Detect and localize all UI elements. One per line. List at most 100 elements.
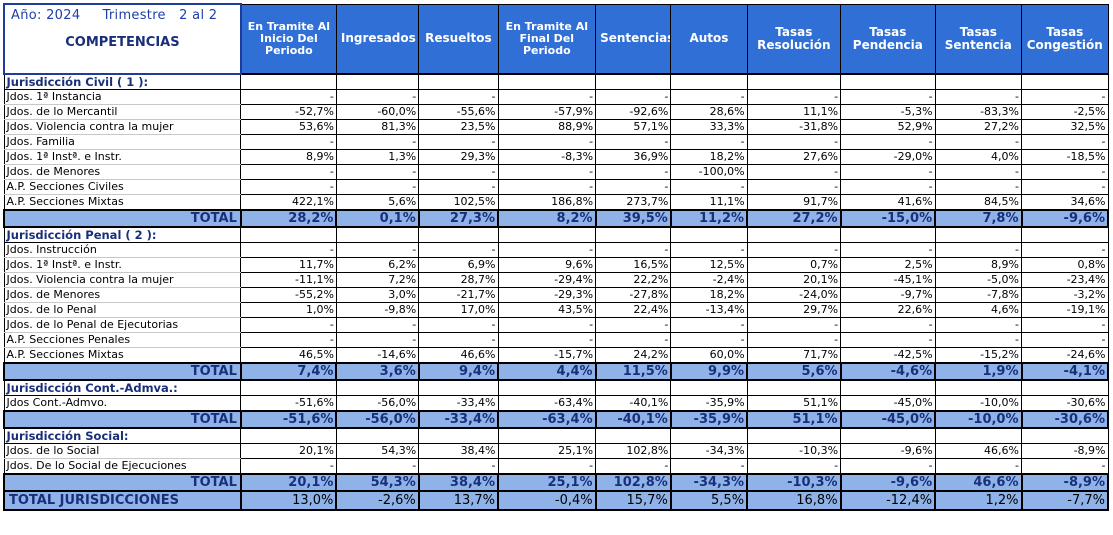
empty-cell bbox=[335, 427, 420, 444]
total-value-cell: -9,6% bbox=[839, 473, 937, 492]
grand-total-value-cell: 13,7% bbox=[417, 490, 500, 511]
value-cell: 32,5% bbox=[1021, 119, 1109, 135]
total-value-cell: -34,3% bbox=[669, 473, 749, 492]
value-cell: - bbox=[497, 89, 597, 105]
value-cell: 27,6% bbox=[746, 149, 842, 165]
table-row: Jdos. Violencia contra la mujer -11,1% 7,2… bbox=[3, 272, 1109, 288]
value-cell: -24,0% bbox=[746, 287, 842, 303]
value-cell: 91,7% bbox=[746, 194, 842, 211]
value-cell: - bbox=[595, 317, 672, 333]
value-cell: - bbox=[418, 164, 499, 180]
total-value-cell: -33,4% bbox=[417, 410, 500, 429]
value-cell: - bbox=[335, 332, 420, 348]
value-cell: -2,4% bbox=[670, 272, 748, 288]
total-value-cell: 102,8% bbox=[594, 473, 672, 492]
value-cell: - bbox=[335, 179, 420, 195]
value-cell: 11,1% bbox=[746, 104, 842, 120]
grand-total-value-cell: -12,4% bbox=[839, 490, 937, 511]
value-cell: - bbox=[240, 134, 337, 150]
row-label: Jdos. de lo Mercantil bbox=[3, 104, 242, 120]
column-header-tasas-resolucion: Tasas Resolución bbox=[746, 3, 842, 75]
value-cell: -19,1% bbox=[1021, 302, 1109, 318]
value-cell: - bbox=[595, 164, 672, 180]
value-cell: -29,3% bbox=[497, 287, 597, 303]
value-cell: -21,7% bbox=[418, 287, 499, 303]
empty-cell bbox=[840, 427, 936, 444]
value-cell: -51,6% bbox=[240, 395, 337, 412]
value-cell: - bbox=[840, 134, 936, 150]
value-cell: - bbox=[840, 242, 936, 258]
value-cell: - bbox=[1021, 134, 1109, 150]
value-cell: 1,0% bbox=[240, 302, 337, 318]
value-cell: 29,7% bbox=[746, 302, 842, 318]
row-label: Jdos. de lo Social bbox=[3, 443, 242, 459]
grand-total-value-cell: 16,8% bbox=[746, 490, 842, 511]
value-cell: 43,5% bbox=[497, 302, 597, 318]
value-cell: - bbox=[934, 458, 1023, 475]
total-value-cell: 54,3% bbox=[335, 473, 420, 492]
value-cell: - bbox=[746, 458, 842, 475]
value-cell: - bbox=[670, 332, 748, 348]
value-cell: - bbox=[1021, 242, 1109, 258]
value-cell: -42,5% bbox=[840, 347, 936, 364]
empty-cell bbox=[670, 427, 748, 444]
period-header-cell: Año: 2024 Trimestre 2 al 2 COMPETENCIAS bbox=[3, 3, 242, 75]
value-cell: 422,1% bbox=[240, 194, 337, 211]
value-cell: - bbox=[840, 164, 936, 180]
section-header-row: Jurisdicción Social: bbox=[3, 427, 1109, 444]
value-cell: -34,3% bbox=[670, 443, 748, 459]
empty-cell bbox=[1021, 73, 1109, 90]
trimestre-label: Trimestre bbox=[102, 8, 166, 23]
value-cell: 1,3% bbox=[335, 149, 420, 165]
row-label: Jdos. Familia bbox=[3, 134, 242, 150]
section-title: Jurisdicción Penal ( 2 ): bbox=[3, 226, 242, 243]
grand-total-value-cell: 15,7% bbox=[594, 490, 672, 511]
empty-cell bbox=[418, 226, 499, 243]
empty-cell bbox=[840, 73, 936, 90]
value-cell: 25,1% bbox=[497, 443, 597, 459]
value-cell: -29,0% bbox=[840, 149, 936, 165]
value-cell: - bbox=[595, 332, 672, 348]
total-label: TOTAL bbox=[3, 209, 242, 228]
value-cell: - bbox=[934, 242, 1023, 258]
table-row: Jdos. 1ª Instª. e Instr. 8,9% 1,3% 29,3% -8,… bbox=[3, 149, 1109, 165]
value-cell: 28,7% bbox=[418, 272, 499, 288]
value-cell: - bbox=[670, 89, 748, 105]
value-cell: - bbox=[335, 134, 420, 150]
value-cell: - bbox=[335, 164, 420, 180]
total-value-cell: 0,1% bbox=[335, 209, 420, 228]
total-value-cell: 28,2% bbox=[239, 209, 338, 228]
empty-cell bbox=[497, 427, 597, 444]
value-cell: -13,4% bbox=[670, 302, 748, 318]
value-cell: - bbox=[240, 458, 337, 475]
value-cell: 88,9% bbox=[497, 119, 597, 135]
value-cell: - bbox=[934, 179, 1023, 195]
table-row: A.P. Secciones Penales - - - - - - - - - - bbox=[3, 332, 1109, 348]
value-cell: -92,6% bbox=[595, 104, 672, 120]
value-cell: -35,9% bbox=[670, 395, 748, 412]
table-row: A.P. Secciones Mixtas 46,5% -14,6% 46,6% -15… bbox=[3, 347, 1109, 364]
column-header-ingresados: Ingresados bbox=[335, 3, 420, 75]
row-label: Jdos. de lo Penal bbox=[3, 302, 242, 318]
row-label: Jdos. Instrucción bbox=[3, 242, 242, 258]
empty-cell bbox=[335, 226, 420, 243]
grand-total-label: TOTAL JURISDICCIONES bbox=[3, 490, 242, 511]
value-cell: -57,9% bbox=[497, 104, 597, 120]
value-cell: -15,7% bbox=[497, 347, 597, 364]
empty-cell bbox=[595, 379, 672, 396]
value-cell: 51,1% bbox=[746, 395, 842, 412]
total-value-cell: -15,0% bbox=[839, 209, 937, 228]
column-header-en-tramite-final: En Tramite Al Final Del Periodo bbox=[497, 3, 597, 75]
total-value-cell: 20,1% bbox=[239, 473, 338, 492]
empty-cell bbox=[497, 73, 597, 90]
empty-cell bbox=[934, 379, 1023, 396]
row-label: Jdos. de lo Penal de Ejecutorias bbox=[3, 317, 242, 333]
statistics-table-container: Año: 2024 Trimestre 2 al 2 COMPETENCIAS … bbox=[3, 3, 1109, 511]
value-cell: - bbox=[746, 242, 842, 258]
empty-cell bbox=[746, 379, 842, 396]
value-cell: -10,3% bbox=[746, 443, 842, 459]
value-cell: 9,6% bbox=[497, 257, 597, 273]
value-cell: -9,8% bbox=[335, 302, 420, 318]
table-body: Año: 2024 Trimestre 2 al 2 COMPETENCIAS … bbox=[3, 3, 1109, 511]
empty-cell bbox=[595, 427, 672, 444]
